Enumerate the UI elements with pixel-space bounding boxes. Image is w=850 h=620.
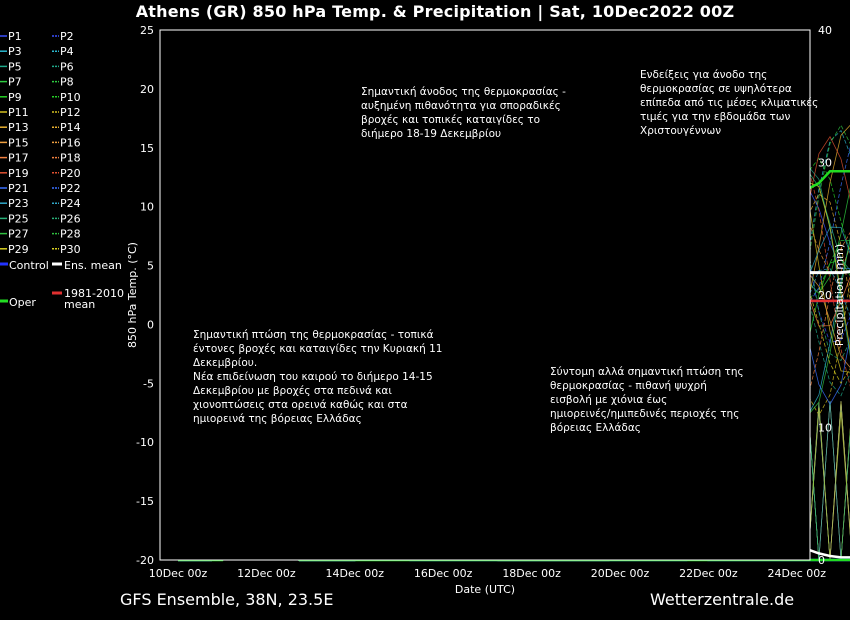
legend-label: P6 (60, 60, 74, 73)
annotation-line: Χριστουγέννων (640, 125, 721, 137)
legend-label: P4 (60, 45, 74, 58)
legend-label-climate: 1981-2010 (64, 287, 124, 300)
y-axis-label: 850 hPa Temp. (°C) (126, 242, 139, 348)
annotation-line: Νέα επιδείνωση του καιρού το διήμερο 14-… (193, 371, 433, 383)
legend-label: P10 (60, 91, 81, 104)
legend-label: P21 (8, 182, 29, 195)
legend-label: P26 (60, 212, 81, 225)
legend-label: P30 (60, 243, 81, 256)
annotation-line: διήμερο 18-19 Δεκεμβρίου (361, 128, 501, 140)
legend-label: P9 (8, 91, 22, 104)
legend-label: P22 (60, 182, 81, 195)
y-right-tick-label: 40 (818, 24, 832, 37)
legend-label: P25 (8, 212, 29, 225)
y-right-tick-label: 0 (818, 554, 825, 567)
legend-label: P18 (60, 152, 81, 165)
annotation-line: Σημαντική πτώση της θερμοκρασίας - τοπικ… (193, 329, 434, 341)
annotation-line: θερμοκρασίας σε υψηλότερα (640, 83, 792, 95)
legend-label: P8 (60, 76, 74, 89)
annotations: Σημαντική άνοδος της θερμοκρασίας - αυξημ… (193, 69, 818, 434)
annotation-line: ημιορεινά της βόρειας Ελλάδας (193, 413, 362, 425)
x-axis-label: Date (UTC) (455, 583, 515, 596)
annotation-line: Σύντομη αλλά σημαντική πτώση της (550, 366, 744, 378)
chart-title: Athens (GR) 850 hPa Temp. & Precipitatio… (135, 2, 735, 21)
x-tick-label: 20Dec 00z (591, 567, 650, 580)
legend-label: P2 (60, 30, 74, 43)
legend-label: P19 (8, 167, 29, 180)
model-info: GFS Ensemble, 38N, 23.5E (120, 590, 334, 609)
y-tick-label: 25 (140, 24, 154, 37)
legend-label: P14 (60, 121, 81, 134)
legend-label: P3 (8, 45, 22, 58)
x-tick-label: 16Dec 00z (414, 567, 473, 580)
site-credit: Wetterzentrale.de (650, 590, 795, 609)
y-axis-right-label: Precipitation (mm) (833, 244, 846, 346)
legend-label: P23 (8, 197, 29, 210)
x-tick-label: 18Dec 00z (502, 567, 561, 580)
y-right-tick-label: 10 (818, 422, 832, 435)
x-tick-label: 24Dec 00z (768, 567, 827, 580)
annotation-line: εισβολή με χιόνια έως (550, 394, 667, 406)
y-tick-label: 10 (140, 201, 154, 214)
legend-label: P16 (60, 136, 81, 149)
annotation-line: Δεκεμβρίου. (193, 357, 257, 369)
annotation-line: αυξημένη πιθανότητα για σποραδικές (361, 100, 561, 112)
legend-label: P24 (60, 197, 81, 210)
legend-label: P27 (8, 228, 29, 241)
legend-label-oper: Oper (9, 296, 36, 309)
legend: P1 P2 P3 P4 P5 P6 P7 P8 P9 P10 P11 P12 P13 P14 P15 P16 P… (0, 30, 124, 311)
legend-label: P5 (8, 60, 22, 73)
legend-label: P7 (8, 76, 22, 89)
y-tick-label: 15 (140, 142, 154, 155)
legend-label: P20 (60, 167, 81, 180)
annotation-line: τιμές για την εβδομάδα των (640, 111, 791, 123)
annotation-line: βροχές και τοπικές καταιγίδες το (361, 114, 540, 126)
legend-label: P15 (8, 136, 29, 149)
y-right-tick-label: 30 (818, 157, 832, 170)
legend-label: P12 (60, 106, 81, 119)
legend-label: P28 (60, 228, 81, 241)
annotation-line: θερμοκρασίας - πιθανή ψυχρή (550, 380, 707, 392)
legend-label-climate: mean (64, 298, 95, 311)
x-tick-label: 12Dec 00z (237, 567, 296, 580)
legend-label: P17 (8, 152, 29, 165)
y-tick-label: -15 (136, 495, 154, 508)
annotation-line: χιονοπτώσεις στα ορεινά καθώς και στα (193, 399, 408, 411)
y-right-tick-label: 20 (818, 289, 832, 302)
y-tick-label: -10 (136, 436, 154, 449)
annotation-line: επίπεδα από τις μέσες κλιματικές (640, 97, 818, 109)
annotation-line: Ενδείξεις για άνοδο της (640, 69, 767, 81)
annotation-line: ημιορεινές/ημιπεδινές περιοχές της (550, 408, 739, 420)
legend-label: P13 (8, 121, 29, 134)
legend-label: P11 (8, 106, 29, 119)
x-tick-label: 10Dec 00z (149, 567, 208, 580)
legend-label-ens-mean: Ens. mean (64, 259, 122, 272)
y-tick-label: 0 (147, 318, 154, 331)
axes: -20 -15 -10 -5 0 5 10 15 20 25 0 10 20 30 40 10Dec 00z 1… (126, 24, 846, 596)
x-tick-label: 22Dec 00z (679, 567, 738, 580)
annotation-line: βόρειας Ελλάδας (550, 422, 641, 434)
x-tick-label: 14Dec 00z (326, 567, 385, 580)
annotation-line: Σημαντική άνοδος της θερμοκρασίας - (361, 86, 566, 98)
annotation-line: Δεκεμβρίου με βροχές στα πεδινά και (193, 385, 392, 397)
y-tick-label: -20 (136, 554, 154, 567)
annotation-line: έντονες βροχές και καταιγίδες την Κυριακ… (193, 343, 442, 355)
legend-label-control: Control (9, 259, 49, 272)
legend-label: P29 (8, 243, 29, 256)
plot-frame (159, 29, 811, 561)
y-tick-label: 20 (140, 83, 154, 96)
y-tick-label: 5 (147, 260, 154, 273)
y-tick-label: -5 (143, 377, 154, 390)
legend-label: P1 (8, 30, 22, 43)
